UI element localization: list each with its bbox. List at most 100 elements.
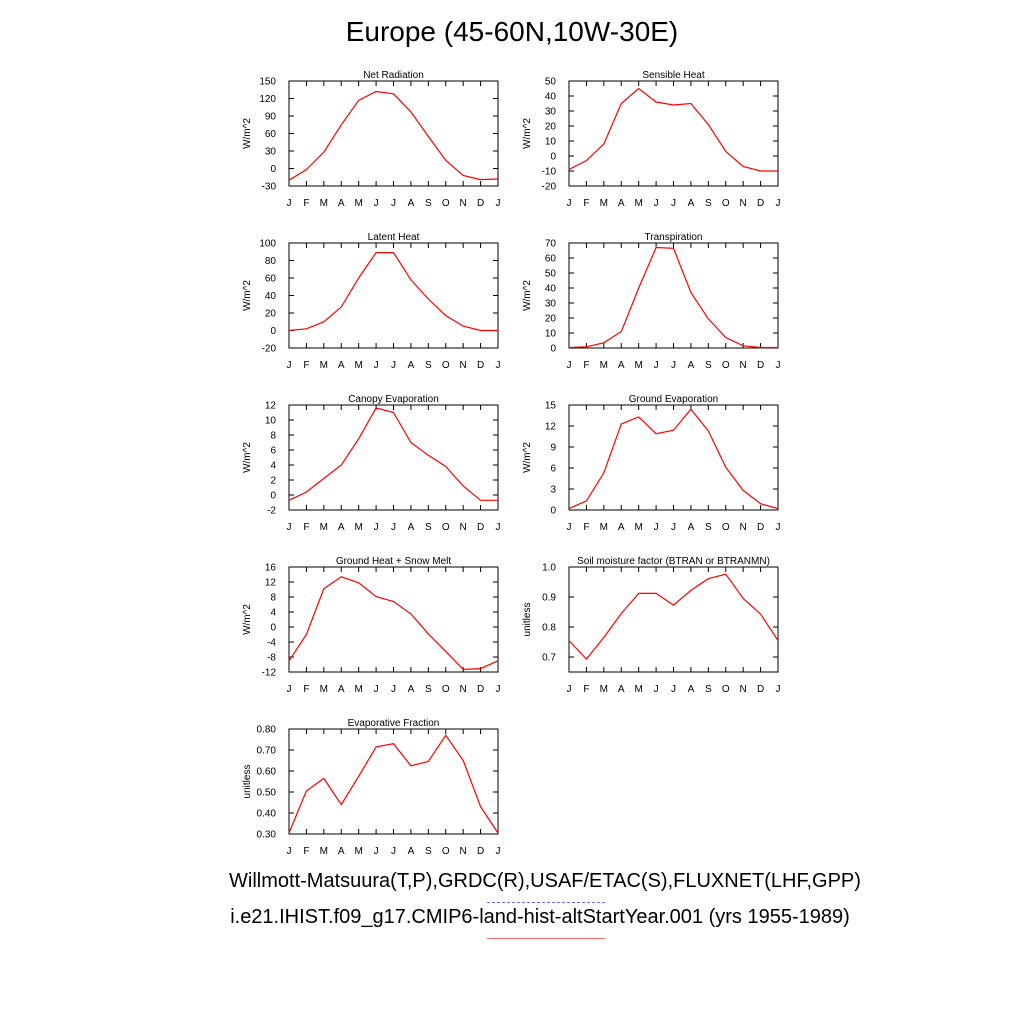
x-tick-label: N: [460, 522, 467, 533]
panel-title: Evaporative Fraction: [348, 718, 440, 729]
x-tick-label: J: [496, 360, 501, 371]
y-tick-label: 20: [545, 122, 557, 133]
x-tick-label: A: [688, 522, 695, 533]
plot-frame: [288, 566, 499, 673]
x-tick-label: M: [634, 198, 642, 209]
series-line: [288, 576, 499, 671]
y-tick-label: 30: [545, 299, 557, 310]
y-tick-label: 9: [550, 443, 556, 454]
series-line: [288, 407, 498, 501]
x-tick-label: S: [425, 846, 432, 857]
chart-evaporative-fraction: Evaporative Fraction unitless 0.30 0.40 0.50…: [242, 718, 501, 857]
y-tick-label: 0: [270, 491, 276, 502]
x-tick-label: D: [477, 846, 484, 857]
y-tick-label: 40: [265, 291, 277, 302]
x-tick-label: M: [320, 198, 328, 209]
x-tick-label: J: [391, 198, 396, 209]
x-tick-label: M: [354, 360, 362, 371]
panel-title: Sensible Heat: [642, 70, 704, 81]
x-tick-label: A: [618, 198, 625, 209]
x-tick-label: S: [425, 684, 432, 695]
x-tick-label: J: [776, 684, 781, 695]
y-tick-label: -12: [262, 668, 277, 679]
y-tick-label: 6: [270, 446, 276, 457]
figure-title: Europe (45-60N,10W-30E): [345, 16, 679, 47]
y-tick-label: 12: [265, 578, 277, 589]
y-tick-label: 0: [270, 164, 276, 175]
y-tick-label: 20: [265, 309, 277, 320]
x-tick-label: O: [722, 522, 730, 533]
x-tick-label: J: [776, 360, 781, 371]
x-tick-label: A: [688, 198, 695, 209]
series-line: [288, 90, 499, 181]
x-tick-label: D: [757, 684, 764, 695]
x-tick-label: F: [303, 684, 309, 695]
y-tick-label: 0: [550, 344, 556, 355]
x-tick-label: D: [757, 198, 764, 209]
x-tick-label: J: [374, 522, 379, 533]
x-tick-label: A: [618, 360, 625, 371]
x-tick-label: N: [740, 684, 747, 695]
x-tick-label: A: [338, 684, 345, 695]
plot-frame: [288, 80, 499, 187]
x-tick-label: F: [583, 684, 589, 695]
x-tick-label: F: [303, 522, 309, 533]
x-tick-label: F: [583, 198, 589, 209]
x-tick-label: J: [391, 684, 396, 695]
x-tick-label: J: [496, 522, 501, 533]
x-tick-label: M: [600, 684, 608, 695]
x-tick-label: N: [740, 522, 747, 533]
x-tick-label: S: [425, 198, 432, 209]
y-tick-label: 20: [545, 314, 557, 325]
legend-obs-swatch: [487, 902, 605, 903]
y-tick-label: -20: [542, 182, 557, 193]
y-axis-label: W/m^2: [242, 118, 253, 149]
y-tick-label: 50: [545, 77, 557, 88]
x-tick-label: O: [442, 198, 450, 209]
legend-model-swatch: [487, 938, 605, 939]
x-tick-label: S: [705, 684, 712, 695]
x-tick-label: F: [303, 198, 309, 209]
x-tick-label: M: [634, 522, 642, 533]
plot-frame: [568, 566, 779, 673]
x-tick-label: J: [287, 360, 292, 371]
y-tick-label: -2: [267, 506, 276, 517]
y-tick-label: 90: [265, 112, 277, 123]
y-tick-label: 120: [259, 94, 276, 105]
panel-title: Soil moisture factor (BTRAN or BTRANMN): [577, 556, 770, 567]
x-tick-label: A: [688, 360, 695, 371]
y-tick-label: 12: [265, 401, 277, 412]
x-tick-label: J: [654, 360, 659, 371]
x-tick-label: M: [600, 522, 608, 533]
y-tick-label: -30: [262, 182, 277, 193]
x-tick-label: A: [408, 360, 415, 371]
y-axis-label: W/m^2: [522, 280, 533, 311]
y-tick-label: 0.8: [542, 623, 556, 634]
x-tick-label: J: [374, 684, 379, 695]
y-tick-label: 0.40: [257, 809, 277, 820]
x-tick-label: J: [391, 360, 396, 371]
x-tick-label: J: [391, 522, 396, 533]
x-tick-label: M: [634, 684, 642, 695]
x-tick-label: J: [391, 846, 396, 857]
y-tick-label: 0: [550, 152, 556, 163]
legend-obs-label: Willmott-Matsuura(T,P),GRDC(R),USAF/ETAC…: [229, 870, 861, 892]
x-tick-label: J: [776, 522, 781, 533]
y-tick-label: 0.80: [257, 725, 277, 736]
y-axis-label: W/m^2: [522, 442, 533, 473]
y-tick-label: 10: [545, 137, 557, 148]
plot-frame: [568, 80, 779, 187]
x-tick-label: J: [654, 522, 659, 533]
series-line: [568, 87, 778, 172]
y-tick-label: -4: [267, 638, 276, 649]
y-tick-label: 40: [545, 92, 557, 103]
x-tick-label: M: [320, 846, 328, 857]
x-tick-label: O: [722, 684, 730, 695]
x-tick-label: J: [567, 198, 572, 209]
x-tick-label: N: [460, 684, 467, 695]
x-tick-label: F: [583, 360, 589, 371]
x-tick-label: M: [634, 360, 642, 371]
x-tick-label: J: [496, 198, 501, 209]
